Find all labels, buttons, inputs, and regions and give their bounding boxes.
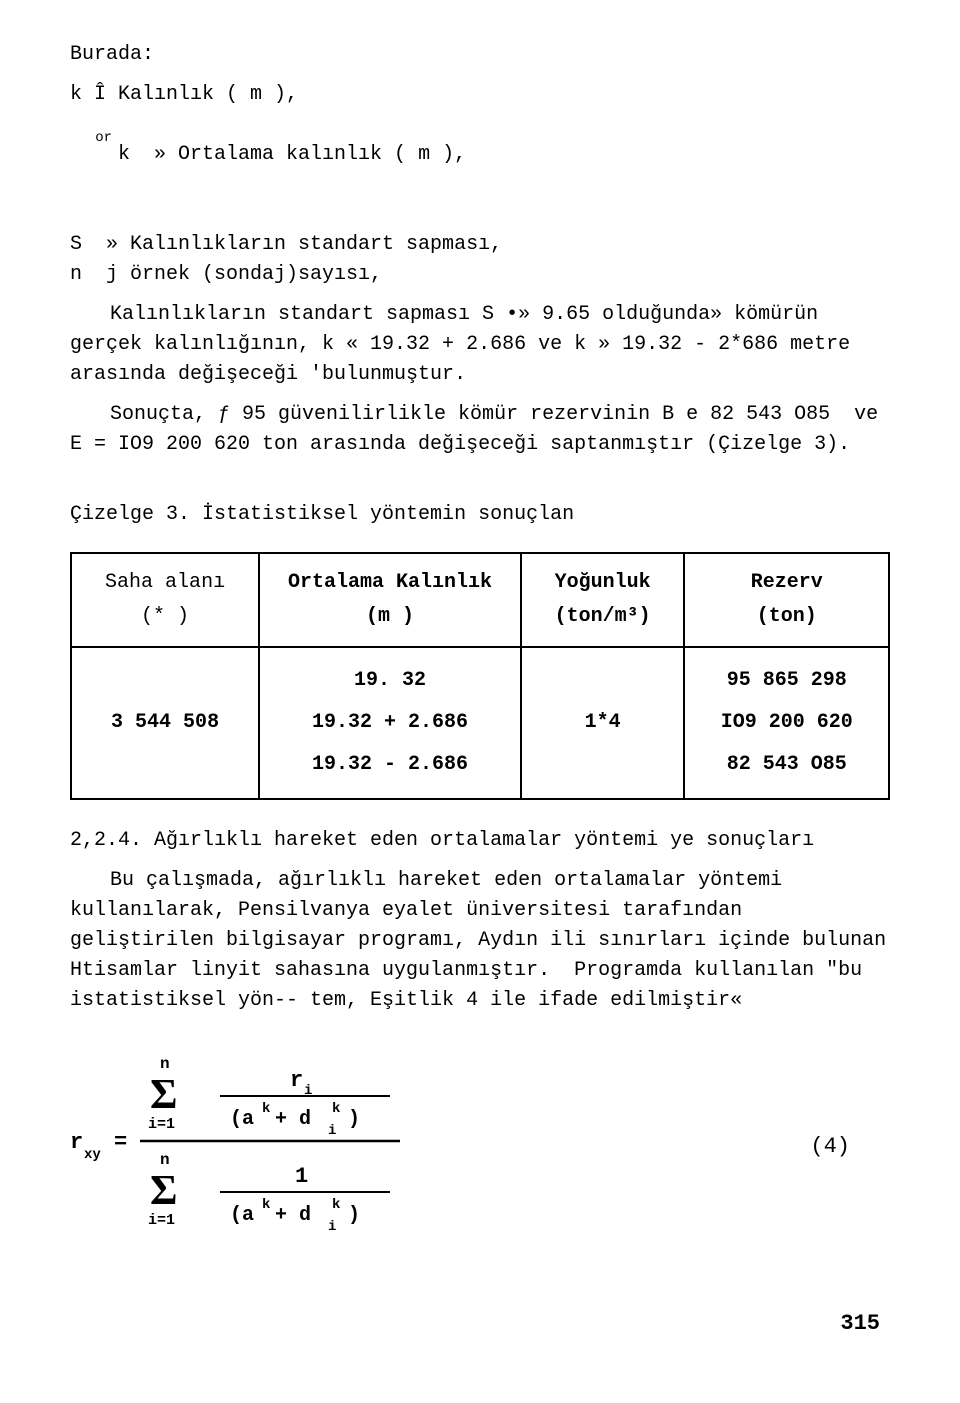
eq-den-k1b: k xyxy=(332,1101,340,1117)
cell-reserve-2: IO9 200 620 xyxy=(684,702,889,744)
eq-num-r: r xyxy=(290,1068,303,1093)
eq-den-plus2: + d xyxy=(275,1204,311,1227)
eq-den-one: 1 xyxy=(295,1164,308,1189)
eq-den-open2: (a xyxy=(230,1204,254,1227)
eq-sigma2-upper: n xyxy=(160,1151,170,1169)
cell-thickness-1: 19. 32 xyxy=(259,647,521,702)
eq-sigma2-lower: i=1 xyxy=(148,1212,175,1229)
cell-density: 1*4 xyxy=(521,702,685,744)
def-line-2-sub: or xyxy=(87,128,112,149)
equation-4: r xy = Σ n i=1 r i (a k + d k i ) Σ xyxy=(70,1046,890,1247)
cell-area: 3 544 508 xyxy=(71,702,259,744)
paragraph-2: Sonuçta, ƒ 95 güvenilirlikle kömür rezer… xyxy=(70,400,890,460)
eq-den-i1: i xyxy=(328,1123,336,1139)
col2-unit: (m ) xyxy=(270,602,510,632)
eq-sigma-lower: i=1 xyxy=(148,1116,175,1133)
def-line-3: S » Kalınlıkların standart sapması, xyxy=(70,230,890,260)
page-number: 315 xyxy=(70,1307,890,1340)
table-row: 3 544 508 19.32 + 2.686 1*4 IO9 200 620 xyxy=(71,702,889,744)
eq-sigma-icon: Σ xyxy=(150,1072,177,1118)
col1-header: Saha alanı xyxy=(105,571,225,594)
table-header-row: Saha alanı (* ) Ortalama Kalınlık (m ) Y… xyxy=(71,553,889,647)
col2-header: Ortalama Kalınlık xyxy=(288,571,492,594)
eq-den-k1a: k xyxy=(262,1101,270,1117)
eq-den-close1: ) xyxy=(348,1108,360,1131)
eq-lhs-sub: xy xyxy=(84,1147,101,1163)
col4-unit: (ton) xyxy=(695,602,878,632)
col4-header: Rezerv xyxy=(751,571,823,594)
equation-number: (4) xyxy=(810,1130,890,1163)
def-line-2: k » Ortalama kalınlık ( m ), xyxy=(118,143,466,166)
eq-equals: = xyxy=(114,1130,127,1155)
col1-unit: (* ) xyxy=(82,602,248,632)
eq-den-plus1: + d xyxy=(275,1108,311,1131)
cell-reserve-1: 95 865 298 xyxy=(684,647,889,702)
cell-thickness-3: 19.32 - 2.686 xyxy=(259,744,521,799)
table-row: 19.32 - 2.686 82 543 O85 xyxy=(71,744,889,799)
eq-den-open1: (a xyxy=(230,1108,254,1131)
col3-header: Yoğunluk xyxy=(555,571,651,594)
eq-sigma-upper: n xyxy=(160,1055,170,1073)
eq-lhs: r xyxy=(70,1130,83,1155)
eq-den-i2: i xyxy=(328,1219,336,1235)
eq-den-k2a: k xyxy=(262,1197,270,1213)
cell-thickness-2: 19.32 + 2.686 xyxy=(259,702,521,744)
eq-den-k2b: k xyxy=(332,1197,340,1213)
result-table: Saha alanı (* ) Ortalama Kalınlık (m ) Y… xyxy=(70,552,890,800)
eq-den-close2: ) xyxy=(348,1204,360,1227)
paragraph-1: Kalınlıkların standart sapması S •» 9.65… xyxy=(70,300,890,390)
paragraph-3: Bu çalışmada, ağırlıklı hareket eden ort… xyxy=(70,866,890,1016)
cell-reserve-3: 82 543 O85 xyxy=(684,744,889,799)
definitions-block: k Î Kalınlık ( m ), k » Ortalama kalınlı… xyxy=(70,80,890,290)
def-line-1: k Î Kalınlık ( m ), xyxy=(70,80,890,110)
col3-unit: (ton/m³) xyxy=(532,602,674,632)
def-line-4: n j örnek (sondaj)sayısı, xyxy=(70,260,890,290)
burada-heading: Burada: xyxy=(70,40,890,70)
eq-num-r-sub: i xyxy=(304,1083,312,1099)
table-row: 19. 32 95 865 298 xyxy=(71,647,889,702)
section-title: 2,2.4. Ağırlıklı hareket eden ortalamala… xyxy=(70,826,890,856)
table-caption: Çizelge 3. İstatistiksel yöntemin sonuçl… xyxy=(70,500,890,530)
eq-sigma2-icon: Σ xyxy=(150,1168,177,1214)
equation-svg: r xy = Σ n i=1 r i (a k + d k i ) Σ xyxy=(70,1046,430,1236)
